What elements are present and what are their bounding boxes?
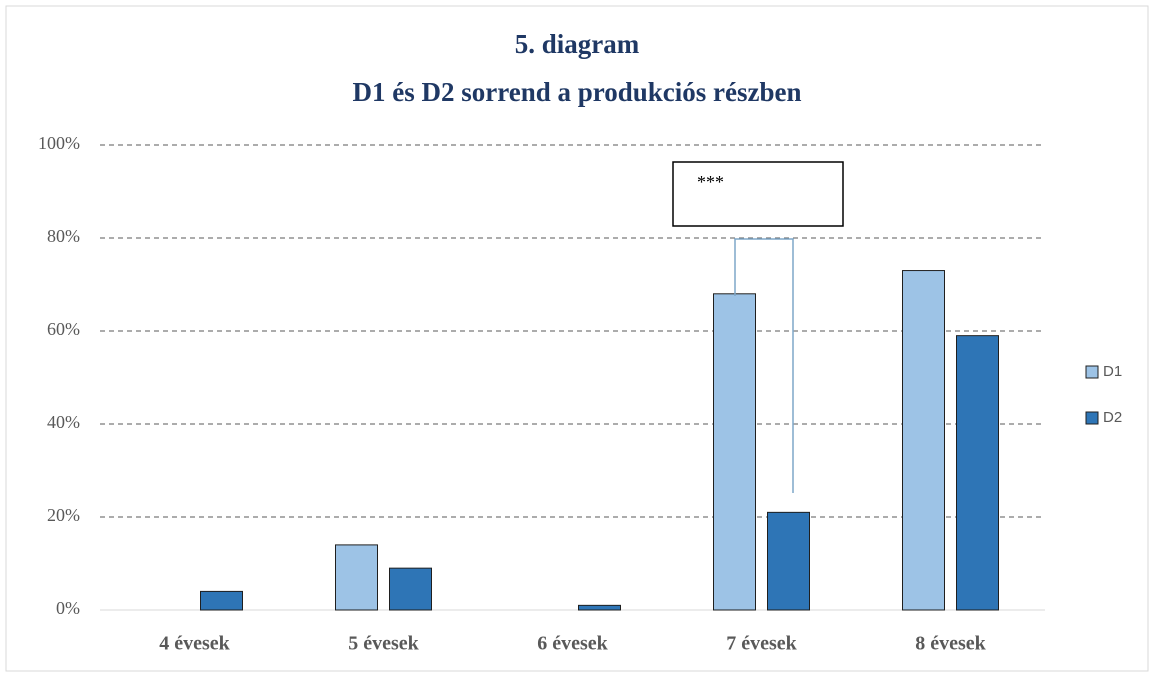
x-tick-label: 5 évesek bbox=[348, 633, 419, 655]
annotation: *** bbox=[697, 172, 724, 192]
y-tick-label: 20% bbox=[47, 505, 80, 525]
x-tick-label: 6 évesek bbox=[537, 633, 608, 655]
bar bbox=[902, 270, 945, 611]
plot: 0% 20% 40% 60% 80% 100% 4 évesek 5 évesek 6 éves… bbox=[38, 133, 1122, 654]
bar bbox=[767, 511, 810, 611]
legend-swatch bbox=[1085, 365, 1099, 379]
bar bbox=[389, 567, 432, 611]
annotation-box bbox=[672, 161, 844, 227]
bar bbox=[335, 544, 378, 611]
bar bbox=[713, 293, 756, 611]
legend-label: D1 bbox=[1103, 363, 1122, 380]
chart-title: 5. diagram bbox=[515, 29, 640, 59]
legend-label: D2 bbox=[1103, 409, 1122, 426]
significance-bracket bbox=[734, 238, 794, 493]
x-tick-label: 8 évesek bbox=[915, 633, 986, 655]
bar bbox=[200, 590, 243, 611]
y-tick-label: 60% bbox=[47, 319, 80, 339]
legend-swatch bbox=[1085, 411, 1099, 425]
y-tick-label: 100% bbox=[38, 133, 80, 153]
y-tick-label: 40% bbox=[47, 412, 80, 432]
bar bbox=[578, 604, 621, 611]
y-tick-label: 0% bbox=[56, 598, 80, 618]
x-tick-label: 4 évesek bbox=[159, 633, 230, 655]
chart-title: D1 és D2 sorrend a produkciós részben bbox=[352, 77, 801, 107]
x-tick-label: 7 évesek bbox=[726, 633, 797, 655]
y-tick-label: 80% bbox=[47, 226, 80, 246]
bar bbox=[956, 335, 999, 611]
